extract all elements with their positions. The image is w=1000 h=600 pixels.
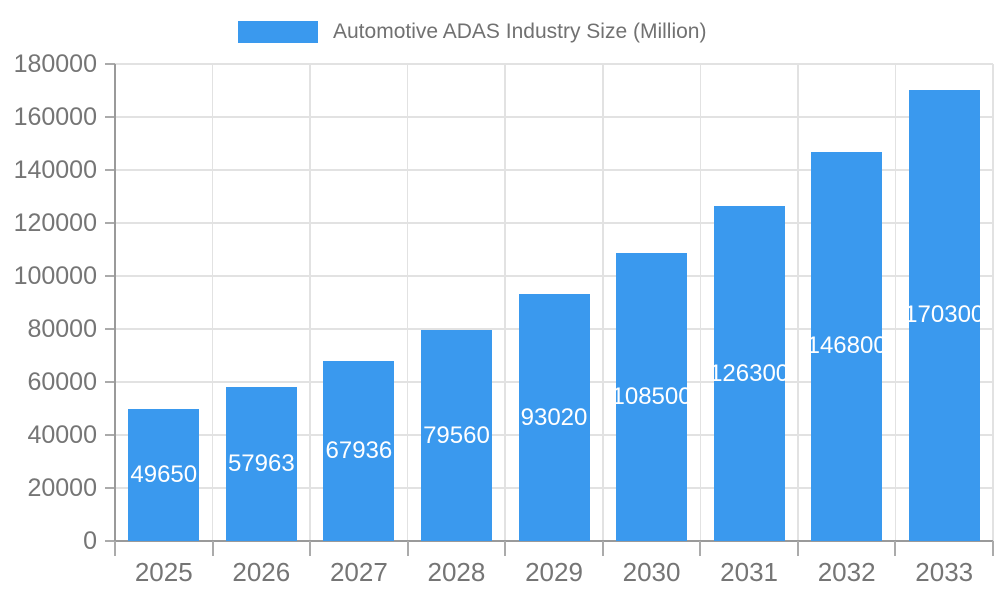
gridline-horizontal: [115, 169, 993, 171]
gridline-vertical: [309, 64, 311, 541]
y-axis-tick: [105, 540, 115, 542]
gridline-vertical: [406, 64, 409, 541]
x-axis-label: 2025: [134, 557, 193, 587]
y-axis-tick: [105, 275, 115, 277]
y-axis-label: 20000: [27, 474, 97, 502]
bar-value-label: 146800: [806, 332, 887, 360]
bar-value-label: 126300: [709, 359, 790, 387]
gridline-horizontal: [115, 63, 993, 65]
gridline-horizontal: [115, 222, 993, 224]
x-axis-label: 2029: [525, 557, 583, 587]
bar-value-label: 170300: [904, 301, 985, 329]
x-axis-label: 2028: [427, 557, 486, 587]
x-axis-label: 2031: [720, 557, 779, 587]
y-axis-tick: [105, 63, 115, 65]
x-axis-tick: [992, 541, 994, 556]
y-axis-tick: [105, 434, 115, 436]
bar-2030[interactable]: 108500: [612, 253, 692, 541]
x-axis-tick: [601, 541, 604, 556]
y-axis-label: 160000: [13, 103, 97, 131]
x-axis-label: 2032: [817, 557, 876, 587]
x-axis-tick: [114, 541, 116, 556]
bar-value-label: 93020: [520, 403, 588, 431]
legend-label: Automotive ADAS Industry Size (Million): [333, 20, 707, 43]
bar-value-label: 49650: [130, 461, 198, 489]
gridline-vertical: [797, 64, 799, 541]
gridline-vertical: [602, 64, 604, 541]
x-axis-tick: [211, 541, 214, 556]
y-axis-label: 180000: [13, 50, 97, 78]
gridline-vertical: [894, 64, 897, 541]
gridline-vertical: [699, 64, 702, 541]
y-axis-label: 40000: [27, 421, 97, 449]
x-axis-tick: [406, 541, 409, 556]
bar-value-label: 57963: [227, 450, 295, 478]
x-axis-tick: [699, 541, 702, 556]
bar-value-label: 108500: [611, 383, 692, 411]
x-axis-line: [115, 540, 993, 542]
legend-swatch-icon: [238, 21, 318, 43]
bar-2031[interactable]: 126300: [709, 206, 789, 541]
y-axis-label: 0: [83, 527, 97, 555]
x-axis-tick: [894, 541, 897, 556]
bar-2029[interactable]: 93020: [518, 294, 590, 541]
y-axis-label: 100000: [13, 262, 97, 290]
y-axis-label: 80000: [27, 315, 97, 343]
bar-2026[interactable]: 57963: [225, 387, 297, 541]
y-axis-label: 140000: [13, 156, 97, 184]
bar-value-label: 79560: [423, 421, 490, 449]
y-axis-tick: [105, 116, 115, 118]
y-axis-tick: [105, 487, 115, 489]
legend-item[interactable]: Automotive ADAS Industry Size (Million): [238, 20, 707, 43]
y-axis-label: 60000: [27, 368, 97, 396]
x-axis-label: 2026: [232, 557, 291, 587]
gridline-vertical: [992, 64, 994, 541]
y-axis-tick: [105, 381, 115, 383]
bar-2033[interactable]: 170300: [904, 89, 984, 541]
x-axis-label: 2030: [622, 557, 681, 587]
x-axis-label: 2033: [915, 557, 974, 587]
y-axis-tick: [105, 222, 115, 224]
bar-value-label: 67936: [325, 436, 393, 464]
bar-2032[interactable]: 146800: [807, 151, 887, 541]
gridline-horizontal: [115, 116, 993, 118]
gridline-horizontal: [115, 275, 993, 277]
y-axis-label: 120000: [13, 209, 97, 237]
y-axis-line: [114, 64, 116, 541]
x-axis-tick: [309, 541, 312, 556]
x-axis-tick: [796, 541, 799, 556]
bar-2025[interactable]: 49650: [128, 409, 200, 541]
y-axis-tick: [105, 169, 115, 171]
x-axis-tick: [504, 541, 507, 556]
plot-area: 0 20000 40000 60000 80000 100000 120000 140000 1…: [14, 51, 994, 586]
gridline-vertical: [504, 64, 506, 541]
y-axis-tick: [105, 328, 115, 330]
gridline-vertical: [211, 64, 214, 541]
bar-2027[interactable]: 67936: [323, 360, 395, 541]
x-axis-label: 2027: [329, 557, 388, 587]
bar-2028[interactable]: 79560: [420, 330, 492, 541]
